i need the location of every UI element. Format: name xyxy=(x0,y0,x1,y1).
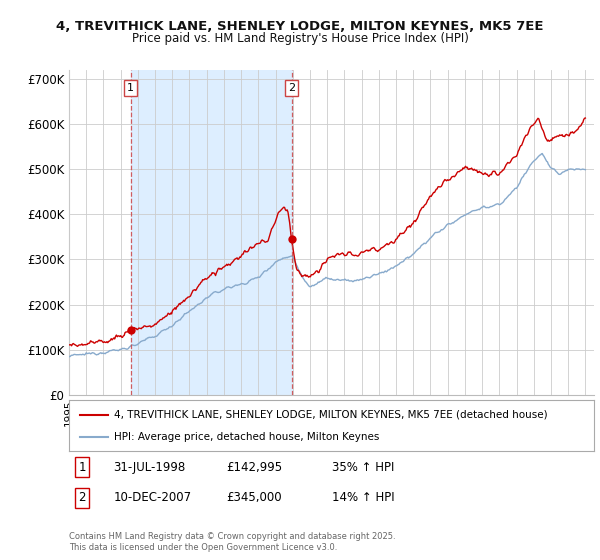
Text: 4, TREVITHICK LANE, SHENLEY LODGE, MILTON KEYNES, MK5 7EE: 4, TREVITHICK LANE, SHENLEY LODGE, MILTO… xyxy=(56,20,544,32)
Text: 14% ↑ HPI: 14% ↑ HPI xyxy=(331,492,394,505)
Text: 35% ↑ HPI: 35% ↑ HPI xyxy=(331,461,394,474)
Text: 31-JUL-1998: 31-JUL-1998 xyxy=(113,461,186,474)
Text: 2: 2 xyxy=(79,492,86,505)
Text: 10-DEC-2007: 10-DEC-2007 xyxy=(113,492,192,505)
Text: £345,000: £345,000 xyxy=(227,492,282,505)
Text: Price paid vs. HM Land Registry's House Price Index (HPI): Price paid vs. HM Land Registry's House … xyxy=(131,32,469,45)
Text: Contains HM Land Registry data © Crown copyright and database right 2025.
This d: Contains HM Land Registry data © Crown c… xyxy=(69,532,395,552)
Text: 4, TREVITHICK LANE, SHENLEY LODGE, MILTON KEYNES, MK5 7EE (detached house): 4, TREVITHICK LANE, SHENLEY LODGE, MILTO… xyxy=(113,409,547,419)
Text: 2: 2 xyxy=(288,83,295,93)
Text: £142,995: £142,995 xyxy=(227,461,283,474)
Text: 1: 1 xyxy=(127,83,134,93)
Bar xyxy=(131,70,292,395)
Text: HPI: Average price, detached house, Milton Keynes: HPI: Average price, detached house, Milt… xyxy=(113,432,379,442)
Text: 1: 1 xyxy=(79,461,86,474)
